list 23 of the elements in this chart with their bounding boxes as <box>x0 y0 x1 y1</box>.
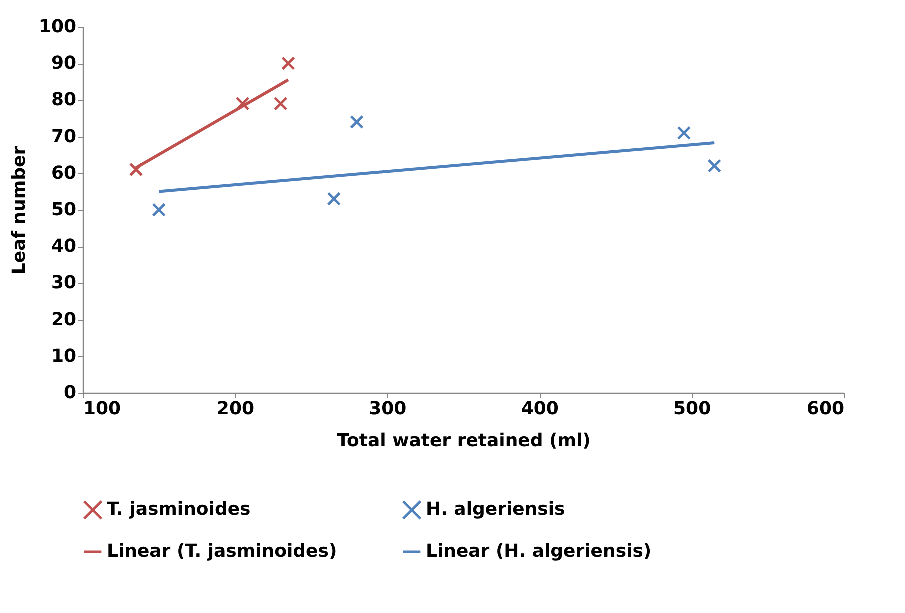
x-axis-title: Total water retained (ml) <box>337 430 591 452</box>
y-tick-label: 60 <box>51 162 76 184</box>
x-tick-label: 100 <box>84 398 122 420</box>
legend-label: Linear (H. algeriensis) <box>426 541 652 562</box>
x-tick-label: 200 <box>216 398 254 420</box>
y-tick-label: 40 <box>51 236 76 258</box>
x-tick-label: 600 <box>806 398 844 420</box>
legend-label: H. algeriensis <box>426 499 566 520</box>
y-tick-label: 50 <box>51 200 76 220</box>
y-tick-label: 100 <box>38 16 76 38</box>
y-tick-label: 80 <box>51 90 76 111</box>
y-tick-label: 30 <box>51 272 76 294</box>
legend-label: T. jasminoides <box>107 499 251 520</box>
x-tick-label: 400 <box>521 398 559 420</box>
y-tick-label: 20 <box>51 309 76 330</box>
y-tick-label: 0 <box>64 382 76 404</box>
x-tick-label: 300 <box>369 398 407 420</box>
y-tick-label: 90 <box>51 53 76 74</box>
y-tick-label: 70 <box>51 126 76 148</box>
y-tick-label: 10 <box>51 346 76 367</box>
legend-label: Linear (T. jasminoides) <box>107 541 338 562</box>
x-tick-label: 500 <box>674 398 712 420</box>
y-axis-title: Leaf number <box>8 146 30 275</box>
